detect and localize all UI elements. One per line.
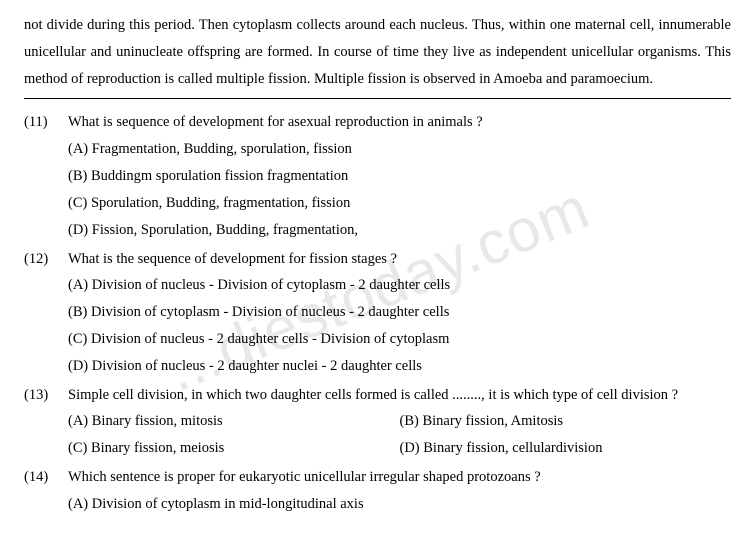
option-c: (C) Binary fission, meiosis — [68, 435, 400, 462]
option-b: (B) Binary fission, Amitosis — [400, 408, 732, 435]
question-number: (14) — [24, 464, 68, 518]
option-c: (C) Sporulation, Budding, fragmentation,… — [68, 190, 731, 217]
question-text: Which sentence is proper for eukaryotic … — [68, 464, 731, 491]
document-page: not divide during this period. Then cyto… — [0, 0, 755, 518]
section-divider — [24, 98, 731, 99]
option-b: (B) Buddingm sporulation fission fragmen… — [68, 163, 731, 190]
question-14: (14) Which sentence is proper for eukary… — [24, 464, 731, 518]
option-d: (D) Division of nucleus - 2 daughter nuc… — [68, 353, 731, 380]
question-text: What is the sequence of development for … — [68, 246, 731, 273]
option-d: (D) Binary fission, cellulardivision — [400, 435, 732, 462]
option-b: (B) Division of cytoplasm - Division of … — [68, 299, 731, 326]
question-number: (13) — [24, 382, 68, 462]
question-text: Simple cell division, in which two daugh… — [68, 382, 731, 409]
question-13: (13) Simple cell division, in which two … — [24, 382, 731, 462]
question-text: What is sequence of development for asex… — [68, 109, 731, 136]
question-12: (12) What is the sequence of development… — [24, 246, 731, 380]
intro-paragraph: not divide during this period. Then cyto… — [24, 12, 731, 92]
option-a: (A) Division of nucleus - Division of cy… — [68, 272, 731, 299]
option-c: (C) Division of nucleus - 2 daughter cel… — [68, 326, 731, 353]
option-a: (A) Fragmentation, Budding, sporulation,… — [68, 136, 731, 163]
option-a: (A) Binary fission, mitosis — [68, 408, 400, 435]
option-d: (D) Fission, Sporulation, Budding, fragm… — [68, 217, 731, 244]
question-number: (12) — [24, 246, 68, 380]
question-11: (11) What is sequence of development for… — [24, 109, 731, 243]
question-number: (11) — [24, 109, 68, 243]
option-a: (A) Division of cytoplasm in mid-longitu… — [68, 491, 731, 518]
